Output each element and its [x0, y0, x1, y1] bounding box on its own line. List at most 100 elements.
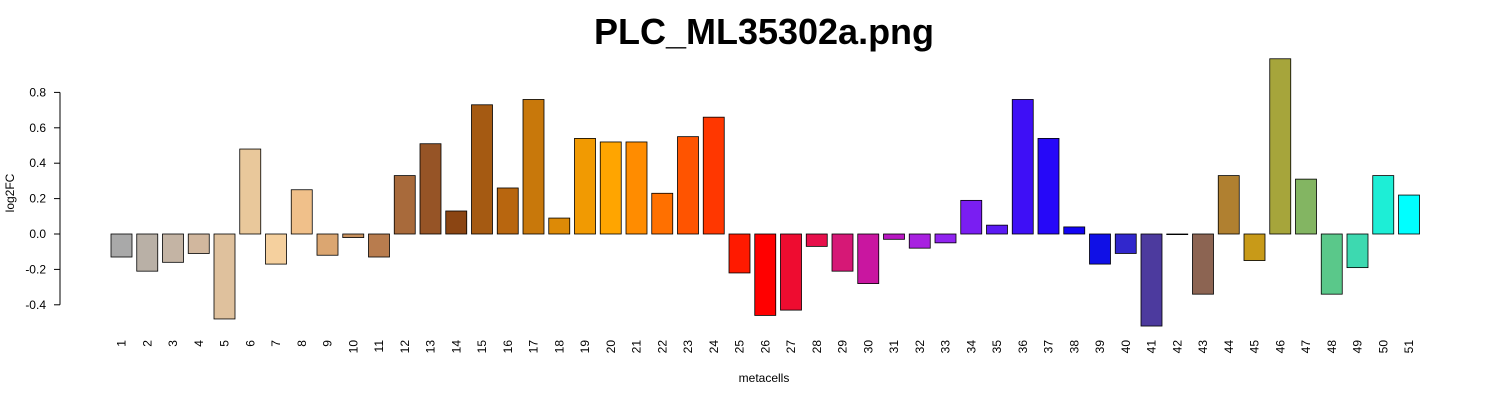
bar-38 [1063, 226, 1086, 235]
x-tick-label: 6 [243, 340, 257, 347]
bar-21 [625, 141, 648, 235]
bar-28 [805, 233, 828, 247]
x-tick-label: 10 [346, 340, 360, 354]
bar-3 [162, 233, 184, 263]
x-tick-label: 39 [1093, 340, 1107, 354]
x-tick-label: 14 [449, 340, 463, 354]
bar-2 [136, 233, 159, 272]
bar-6 [239, 148, 262, 235]
x-tick-label: 37 [1042, 340, 1056, 354]
bar-17 [522, 99, 545, 235]
bar-10 [342, 233, 365, 238]
bar-8 [290, 189, 313, 235]
bar-39 [1089, 233, 1111, 265]
chart-title: PLC_ML35302a.png [594, 11, 934, 52]
y-tick-label: -0.2 [25, 262, 46, 276]
bar-13 [419, 143, 442, 235]
x-tick-label: 3 [166, 340, 180, 347]
x-tick-label: 43 [1196, 340, 1210, 354]
bar-27 [780, 233, 802, 311]
bar-51 [1398, 194, 1420, 235]
bar-23 [677, 136, 699, 235]
x-tick-label: 45 [1248, 340, 1262, 354]
x-tick-label: 40 [1119, 340, 1133, 354]
x-tick-label: 30 [861, 340, 875, 354]
bar-24 [702, 116, 725, 235]
bar-35 [986, 224, 1008, 235]
bar-37 [1037, 138, 1060, 235]
bar-29 [831, 233, 854, 272]
x-tick-label: 8 [295, 340, 309, 347]
x-axis-label: metacells [739, 371, 790, 385]
y-tick-label: 0.4 [29, 156, 46, 170]
x-tick-label: 5 [218, 340, 232, 347]
bar-47 [1295, 178, 1317, 235]
x-tick-label: 2 [140, 340, 154, 347]
x-tick-label: 32 [913, 340, 927, 354]
y-tick-label: 0.2 [29, 192, 46, 206]
x-tick-label: 31 [887, 340, 901, 354]
bar-5 [213, 233, 236, 320]
x-tick-label: 29 [836, 340, 850, 354]
bar-33 [934, 233, 957, 244]
bar-31 [883, 233, 905, 240]
bar-7 [265, 233, 287, 265]
x-tick-label: 24 [707, 340, 721, 354]
bar-45 [1243, 233, 1266, 261]
x-tick-label: 44 [1222, 340, 1236, 354]
x-tick-label: 42 [1170, 340, 1184, 354]
x-tick-label: 9 [321, 340, 335, 347]
x-tick-label: 1 [115, 340, 129, 347]
x-tick-label: 12 [398, 340, 412, 354]
bar-19 [574, 138, 596, 235]
x-tick-label: 49 [1351, 340, 1365, 354]
x-tick-label: 41 [1145, 340, 1159, 354]
x-tick-label: 34 [964, 340, 978, 354]
x-tick-label: 38 [1067, 340, 1081, 354]
bar-36 [1011, 99, 1034, 235]
x-tick-label: 48 [1325, 340, 1339, 354]
x-tick-label: 33 [939, 340, 953, 354]
bar-11 [368, 233, 390, 258]
x-tick-label: 27 [784, 340, 798, 354]
x-tick-label: 4 [192, 340, 206, 347]
bar-42 [1166, 233, 1189, 236]
x-tick-label: 35 [990, 340, 1004, 354]
x-tick-label: 36 [1016, 340, 1030, 354]
bar-9 [316, 233, 339, 256]
bar-22 [651, 192, 674, 235]
x-tick-label: 13 [424, 340, 438, 354]
bar-40 [1114, 233, 1137, 254]
bar-30 [857, 233, 880, 284]
x-tick-label: 20 [604, 340, 618, 354]
bar-18 [548, 217, 571, 235]
bar-4 [187, 233, 210, 254]
bar-16 [496, 187, 519, 235]
x-tick-label: 16 [501, 340, 515, 354]
bar-1 [110, 233, 133, 258]
x-tick-label: 22 [655, 340, 669, 354]
bar-12 [393, 175, 416, 235]
y-tick-label: -0.4 [25, 298, 46, 312]
y-tick-label: 0.6 [29, 121, 46, 135]
x-tick-label: 47 [1299, 340, 1313, 354]
x-tick-label: 28 [810, 340, 824, 354]
bar-14 [445, 210, 468, 235]
bar-41 [1140, 233, 1163, 327]
y-axis-label: log2FC [3, 173, 17, 212]
x-tick-label: 11 [372, 340, 386, 353]
bar-46 [1269, 58, 1292, 235]
bar-44 [1217, 175, 1240, 235]
x-tick-label: 21 [630, 340, 644, 354]
x-tick-label: 17 [527, 340, 541, 354]
bars [110, 58, 1420, 327]
bar-49 [1346, 233, 1369, 269]
x-tick-label: 18 [552, 340, 566, 354]
bar-20 [599, 141, 622, 235]
x-tick-label: 7 [269, 340, 283, 347]
x-tick-label: 46 [1273, 340, 1287, 354]
x-tick-label: 19 [578, 340, 592, 354]
bar-25 [728, 233, 751, 274]
x-tick-label: 50 [1376, 340, 1390, 354]
bar-32 [908, 233, 931, 249]
